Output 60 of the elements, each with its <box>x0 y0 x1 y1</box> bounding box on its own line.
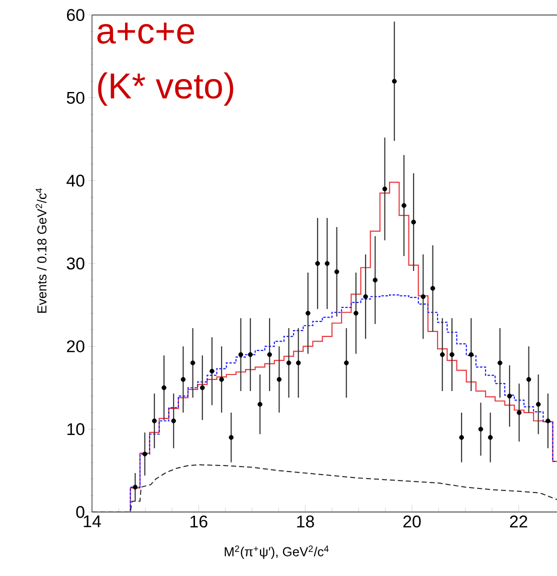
x-axis-title: M$^{2}$(π$^{+}$ψ′), GeV$^{2}$/c$^{4}$ <box>224 546 329 559</box>
point <box>315 261 320 266</box>
point <box>334 269 340 274</box>
point <box>536 402 541 407</box>
point <box>498 360 502 366</box>
x-tick-label: 18 <box>297 516 314 528</box>
point <box>210 368 214 374</box>
point <box>162 385 166 390</box>
y-tick-label: 0 <box>76 506 84 518</box>
point <box>488 435 493 440</box>
y-axis-title: Events / 0.18 GeV$^{2}$/c$^{4}$ <box>36 188 46 313</box>
point <box>152 418 157 424</box>
point <box>507 394 512 398</box>
x-tick-label: 16 <box>190 516 208 528</box>
y-tick-label: 40 <box>66 174 84 187</box>
point <box>478 426 484 432</box>
point <box>324 261 330 266</box>
y-tick-label: 10 <box>67 423 84 436</box>
x-tick-label: 20 <box>403 516 421 528</box>
point <box>276 377 282 382</box>
annotation: a+c+e <box>97 22 194 44</box>
point <box>382 186 388 192</box>
point <box>440 352 445 358</box>
point <box>306 310 310 316</box>
point <box>248 352 253 358</box>
y-tick-label: 20 <box>67 340 84 352</box>
point <box>516 410 522 415</box>
x-tick-label: 14 <box>84 516 101 528</box>
point <box>200 385 205 390</box>
y-tick-label: 50 <box>66 92 84 104</box>
point <box>392 78 397 84</box>
point <box>219 377 224 382</box>
y-tick-label: 60 <box>67 8 84 21</box>
point <box>546 418 550 424</box>
point <box>420 294 426 300</box>
x-tick-label: 22 <box>510 516 528 528</box>
annotation: (K* veto) <box>98 72 234 106</box>
point <box>296 360 301 366</box>
point <box>459 435 464 440</box>
point <box>450 352 454 358</box>
point <box>411 220 416 224</box>
point <box>402 203 406 208</box>
point <box>238 352 244 358</box>
point <box>228 435 234 440</box>
point <box>286 360 292 366</box>
y-tick-label: 30 <box>66 258 84 270</box>
point <box>430 286 436 291</box>
point <box>354 310 358 316</box>
point <box>132 484 138 490</box>
point <box>363 294 368 300</box>
point <box>142 452 148 456</box>
point <box>372 278 378 282</box>
point <box>190 360 196 366</box>
point <box>526 377 532 382</box>
point <box>180 377 186 382</box>
point <box>171 418 176 424</box>
point <box>267 352 272 358</box>
point <box>468 352 474 358</box>
point <box>344 360 349 366</box>
point <box>258 402 262 407</box>
